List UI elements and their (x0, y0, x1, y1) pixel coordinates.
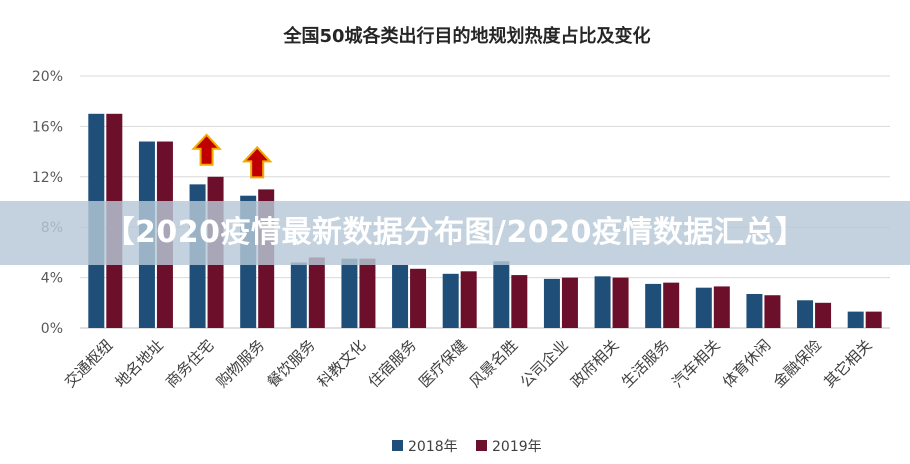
legend-swatch-2019 (476, 440, 487, 451)
bar-2019-9 (561, 277, 578, 328)
bar-2018-7 (442, 273, 459, 328)
x-tick-label: 汽车相关 (668, 336, 723, 391)
legend-label-2019: 2019年 (492, 439, 542, 455)
x-tick-label: 科教文化 (314, 336, 369, 391)
bar-2019-15 (865, 311, 882, 328)
up-arrow-annotation (191, 133, 222, 166)
x-tick-label: 体育休闲 (719, 336, 774, 391)
x-axis-tick-labels: 交通枢纽地名地址商务住宅购物服务餐饮服务科教文化住宿服务医疗保健风景名胜公司企业… (61, 336, 876, 391)
bar-2018-10 (594, 276, 611, 328)
x-tick-label: 医疗保健 (415, 336, 470, 391)
bar-2018-5 (341, 258, 358, 328)
x-tick-label: 公司企业 (517, 336, 572, 391)
x-tick-label: 风景名胜 (466, 336, 521, 391)
bar-2018-9 (543, 278, 560, 328)
x-tick-label: 购物服务 (213, 336, 268, 391)
bar-2018-8 (493, 261, 510, 328)
overlay-banner: 【2020疫情最新数据分布图/2020疫情数据汇总】 (0, 201, 910, 265)
banner-title: 【2020疫情最新数据分布图/2020疫情数据汇总】 (104, 215, 806, 250)
x-tick-label: 交通枢纽 (61, 336, 116, 391)
legend: 2018年 2019年 (392, 439, 542, 455)
y-tick-label: 16% (32, 119, 63, 135)
bar-2018-14 (797, 300, 814, 328)
x-tick-label: 政府相关 (567, 336, 622, 391)
y-tick-label: 0% (41, 321, 63, 337)
bar-2018-12 (695, 287, 712, 328)
x-tick-label: 商务住宅 (162, 336, 217, 391)
bar-2019-4 (308, 257, 325, 328)
bar-2018-13 (746, 293, 763, 328)
bar-2019-6 (410, 268, 427, 328)
bar-2019-5 (359, 258, 376, 328)
bar-2018-11 (645, 283, 662, 328)
bar-2019-12 (713, 286, 730, 328)
legend-label-2018: 2018年 (408, 439, 458, 455)
x-tick-label: 住宿服务 (365, 336, 420, 391)
y-tick-label: 20% (32, 69, 63, 85)
bar-2018-4 (290, 262, 307, 328)
annotations (191, 133, 273, 179)
x-tick-label: 其它相关 (820, 336, 875, 391)
bar-2019-8 (511, 275, 528, 328)
legend-swatch-2018 (392, 440, 403, 451)
y-tick-label: 12% (32, 170, 63, 186)
x-tick-label: 金融保险 (770, 336, 825, 391)
chart-title: 全国50城各类出行目的地规划热度占比及变化 (282, 25, 650, 47)
bar-2019-13 (764, 295, 781, 328)
bar-2019-14 (815, 302, 832, 328)
bar-2019-10 (612, 277, 629, 328)
y-tick-label: 4% (41, 271, 63, 287)
up-arrow-annotation (241, 145, 273, 179)
bar-2018-6 (392, 265, 409, 328)
bar-2019-7 (460, 271, 477, 328)
x-tick-label: 餐饮服务 (263, 336, 318, 391)
x-tick-label: 生活服务 (618, 336, 673, 391)
x-tick-label: 地名地址 (112, 336, 167, 391)
bar-2019-11 (663, 282, 680, 328)
bar-2018-15 (847, 311, 864, 328)
